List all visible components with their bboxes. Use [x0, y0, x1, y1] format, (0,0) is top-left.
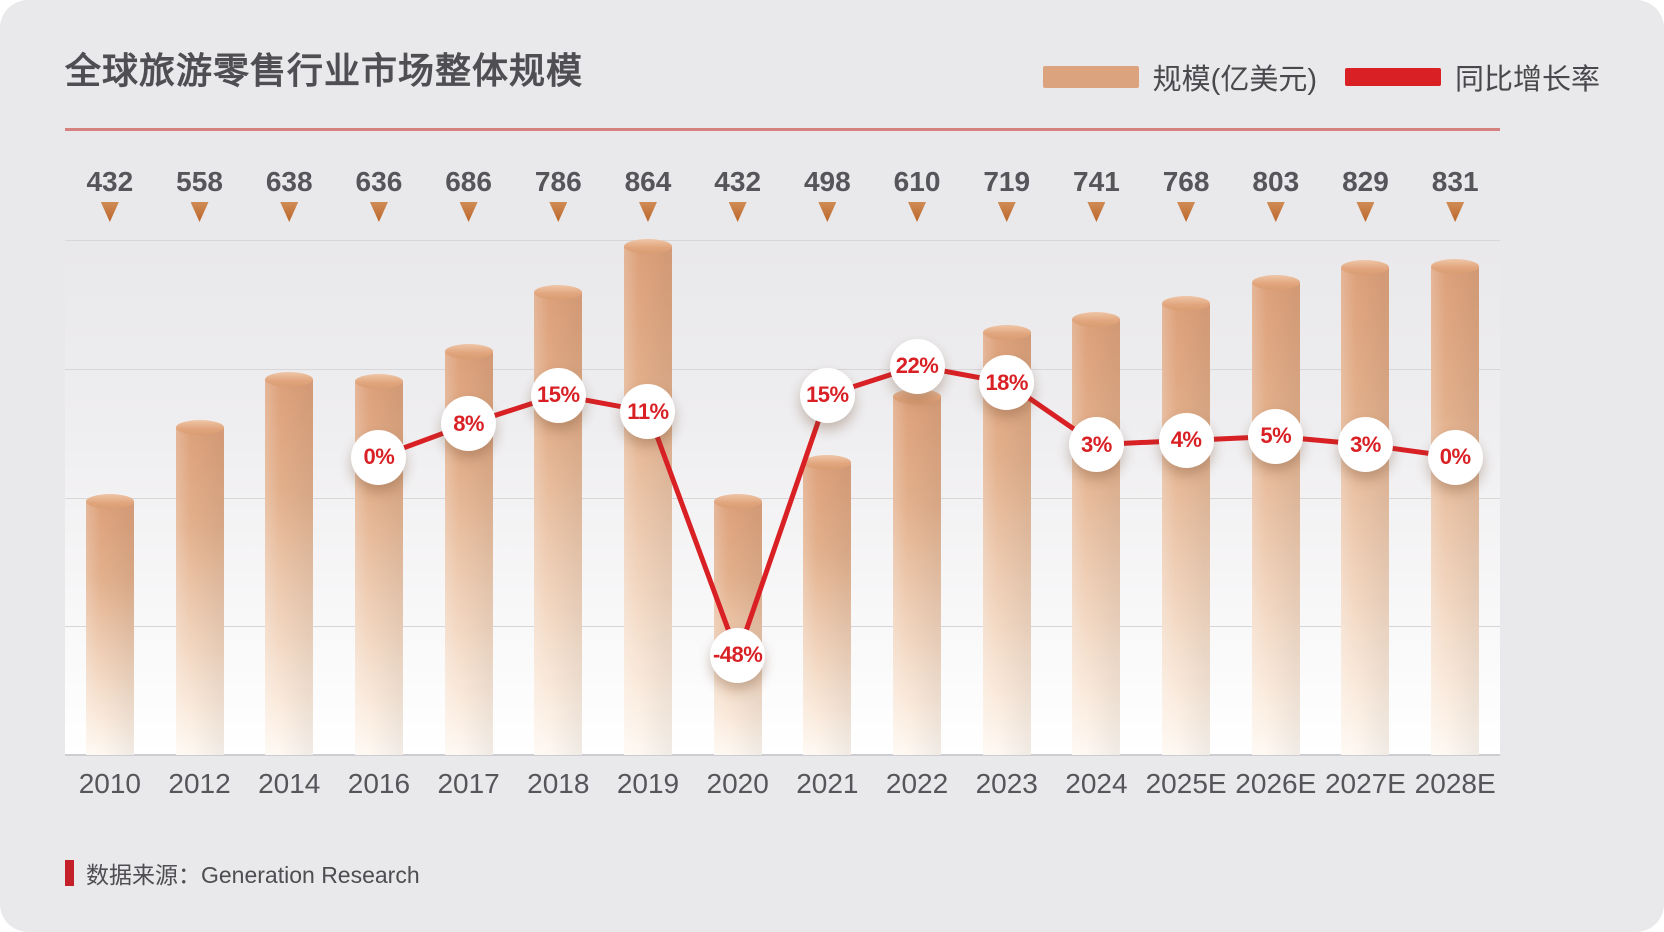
growth-point: 15% — [799, 367, 855, 423]
bar — [85, 494, 134, 755]
x-axis-label: 2020 — [706, 768, 769, 799]
bar-value-label: 768 — [1162, 166, 1210, 197]
bar-value-label: 558 — [176, 166, 223, 197]
x-axis-label: 2025E — [1145, 768, 1227, 799]
triangle-marker-icon — [190, 202, 209, 222]
x-axis-label: 2016 — [347, 768, 411, 799]
bar-value-label: 432 — [86, 166, 134, 197]
growth-point: -48% — [710, 627, 766, 683]
legend-line-swatch-icon — [1344, 68, 1441, 86]
growth-point: 22% — [889, 338, 945, 394]
x-axis-label: 2018 — [527, 768, 590, 799]
bar-value-label: 864 — [624, 166, 672, 197]
x-axis-label: 2028E — [1414, 768, 1496, 799]
x-axis-label: 2014 — [258, 768, 321, 799]
growth-point: 15% — [530, 367, 586, 423]
triangle-marker-icon — [549, 202, 568, 222]
triangle-marker-icon — [1087, 202, 1106, 222]
triangle-marker-icon — [459, 202, 478, 222]
source-text: 数据来源：Generation Research — [86, 862, 420, 888]
bar — [175, 420, 224, 755]
x-axis-label: 2022 — [885, 768, 949, 799]
x-axis-label: 2024 — [1065, 768, 1128, 799]
bar-value-label: 741 — [1073, 166, 1120, 197]
bar — [1072, 312, 1121, 755]
bar-value-label: 686 — [445, 166, 492, 197]
plot-area — [65, 239, 1500, 756]
bar — [623, 239, 672, 755]
triangle-marker-icon — [1177, 202, 1196, 222]
bar-value-label: 610 — [893, 166, 941, 197]
legend-bar-swatch-icon — [1042, 66, 1139, 88]
triangle-marker-icon — [908, 202, 927, 222]
bar-value-label: 432 — [714, 166, 762, 197]
bar — [1341, 260, 1390, 755]
growth-point: 3% — [1068, 417, 1124, 473]
source-note: 数据来源：Generation Research — [65, 856, 420, 890]
bar — [803, 455, 852, 755]
bar-value-label: 831 — [1431, 166, 1479, 197]
triangle-marker-icon — [369, 202, 388, 222]
growth-point: 5% — [1248, 408, 1304, 464]
legend-bar-label: 规模(亿美元) — [1152, 64, 1317, 96]
bar — [893, 389, 942, 755]
bar-value-label: 638 — [265, 166, 313, 197]
triangle-marker-icon — [638, 202, 657, 222]
bar — [1162, 296, 1211, 755]
growth-point: 8% — [441, 396, 497, 452]
legend-line-label: 同比增长率 — [1454, 64, 1600, 96]
x-axis-label: 2026E — [1235, 768, 1317, 799]
x-axis-baseline — [65, 754, 1500, 756]
x-axis-label: 2010 — [78, 768, 141, 799]
title-divider — [65, 128, 1500, 131]
triangle-marker-icon — [1446, 202, 1465, 222]
x-axis-label: 2017 — [437, 768, 500, 799]
growth-point: 3% — [1337, 417, 1393, 473]
triangle-marker-icon — [1266, 202, 1285, 222]
triangle-marker-icon — [997, 202, 1016, 222]
growth-point: 18% — [979, 355, 1035, 411]
bar — [1251, 275, 1300, 755]
growth-point: 4% — [1158, 412, 1214, 468]
triangle-marker-icon — [1356, 202, 1375, 222]
triangle-marker-icon — [818, 202, 837, 222]
bar-value-label: 829 — [1342, 166, 1389, 197]
x-axis-label: 2021 — [796, 768, 859, 799]
source-marker-icon — [65, 860, 74, 886]
x-axis-label: 2012 — [168, 768, 231, 799]
bar — [534, 285, 583, 755]
bar — [265, 372, 314, 755]
growth-point: 11% — [620, 384, 676, 440]
growth-point: 0% — [351, 429, 407, 485]
bar-value-label: 803 — [1252, 166, 1300, 197]
triangle-marker-icon — [728, 202, 747, 222]
x-axis-label: 2027E — [1324, 768, 1406, 799]
page-title: 全球旅游零售行业市场整体规模 — [65, 50, 584, 91]
triangle-marker-icon — [280, 202, 299, 222]
growth-point: 0% — [1427, 429, 1483, 485]
bar — [1431, 259, 1480, 755]
x-axis-label: 2019 — [616, 768, 680, 799]
bar-value-label: 636 — [355, 166, 403, 197]
gridline — [65, 240, 1500, 241]
triangle-marker-icon — [100, 202, 119, 222]
bar-value-label: 498 — [803, 166, 851, 197]
bar-value-label: 719 — [983, 166, 1031, 197]
bar-value-label: 786 — [534, 166, 582, 197]
x-axis-label: 2023 — [975, 768, 1038, 799]
legend: 规模(亿美元) 同比增长率 — [1042, 56, 1600, 98]
